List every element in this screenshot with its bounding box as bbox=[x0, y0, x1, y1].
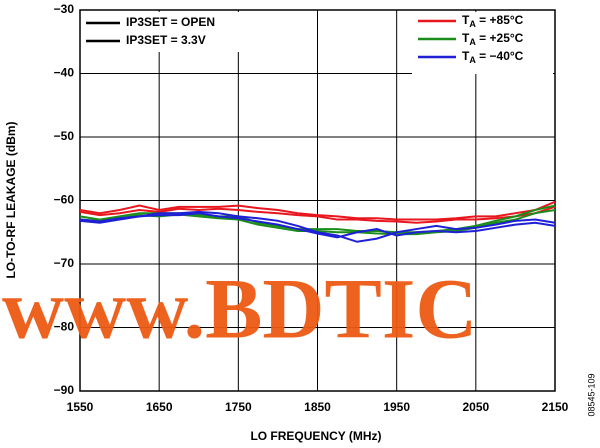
legend-label: IP3SET = 3.3V bbox=[126, 33, 206, 47]
x-tick-label: 2150 bbox=[542, 400, 569, 414]
legend-box bbox=[412, 12, 553, 74]
x-axis-label: LO FREQUENCY (MHz) bbox=[250, 429, 381, 443]
plot-frame bbox=[79, 9, 556, 392]
x-tick-label: 2050 bbox=[462, 400, 489, 414]
x-tick-label: 1750 bbox=[225, 400, 252, 414]
y-tick-label: −50 bbox=[54, 129, 75, 143]
x-tick-label: 1950 bbox=[383, 400, 410, 414]
legend-label: TA = −40°C bbox=[462, 49, 524, 65]
x-tick-label: 1550 bbox=[67, 400, 94, 414]
series-line bbox=[79, 205, 556, 224]
y-axis-label: LO-TO-RF LEAKAGE (dBm) bbox=[4, 121, 18, 278]
figure-code: 08545-109 bbox=[586, 373, 596, 416]
series-line bbox=[79, 200, 556, 221]
series-line bbox=[79, 212, 556, 239]
y-tick-label: −70 bbox=[54, 256, 75, 270]
watermark: www.BDTIC bbox=[2, 261, 477, 357]
series-line bbox=[79, 210, 556, 243]
x-tick-label: 1650 bbox=[146, 400, 173, 414]
legend-box bbox=[82, 12, 252, 52]
legend-label: IP3SET = OPEN bbox=[126, 15, 215, 29]
x-tick-label: 1850 bbox=[304, 400, 331, 414]
legend-label: TA = +85°C bbox=[462, 13, 524, 29]
legend-label: TA = +25°C bbox=[462, 31, 524, 47]
y-tick-label: −40 bbox=[54, 66, 75, 80]
y-tick-label: −90 bbox=[54, 383, 75, 397]
y-tick-label: −30 bbox=[54, 2, 75, 16]
y-tick-label: −60 bbox=[54, 193, 75, 207]
y-tick-label: −80 bbox=[54, 320, 75, 334]
